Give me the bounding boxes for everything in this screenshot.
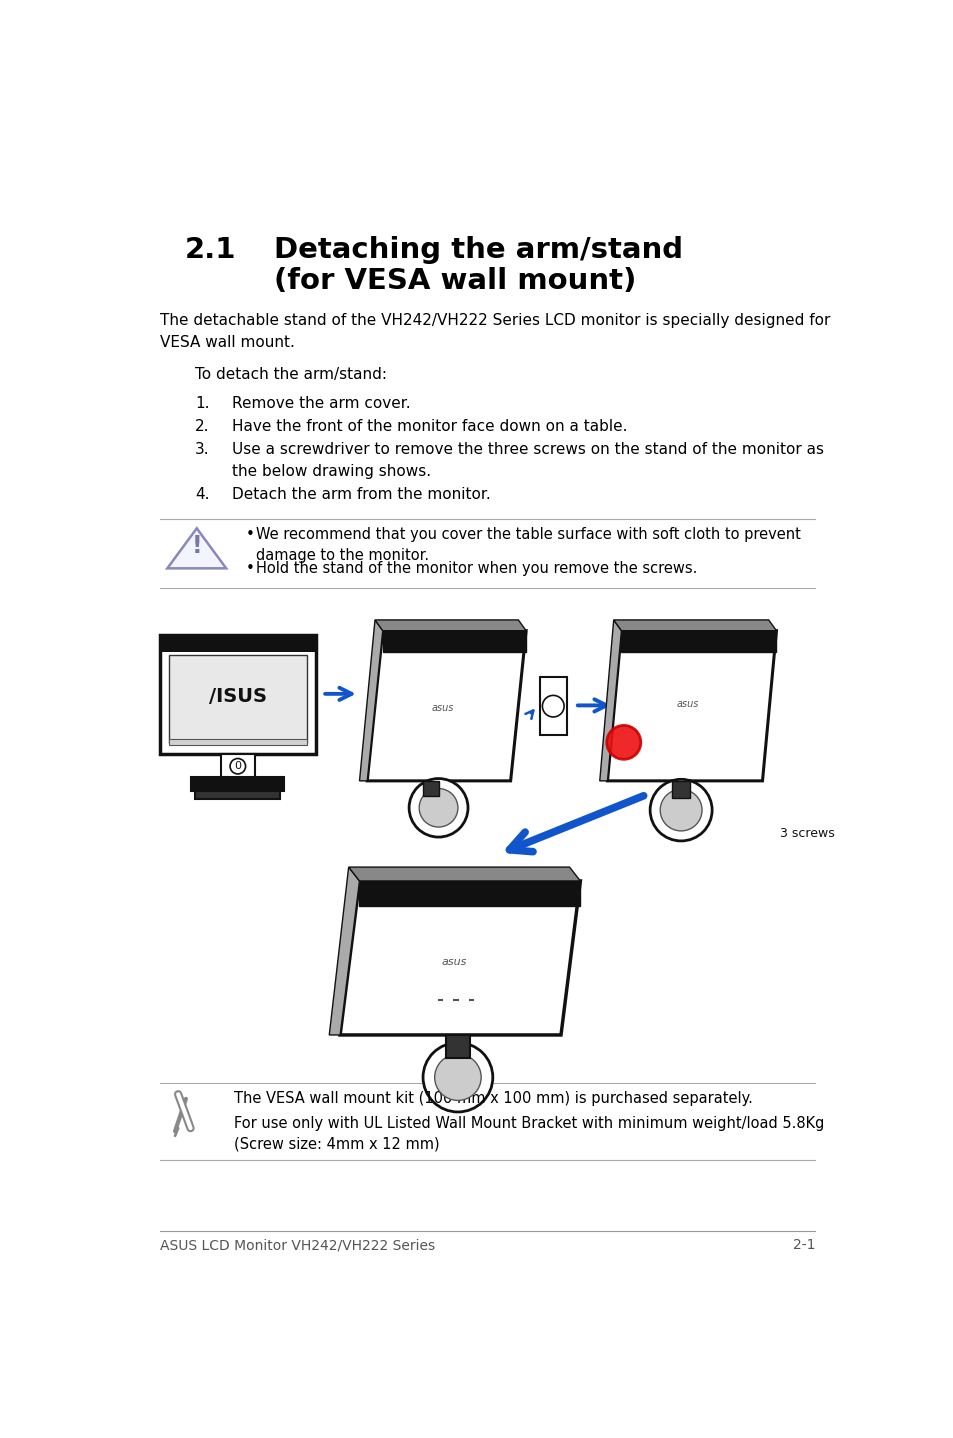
- Polygon shape: [382, 631, 525, 653]
- Text: 2-1: 2-1: [792, 1238, 815, 1252]
- Text: Detaching the arm/stand: Detaching the arm/stand: [274, 236, 682, 263]
- Text: We recommend that you cover the table surface with soft cloth to prevent
damage : We recommend that you cover the table su…: [255, 526, 800, 564]
- Polygon shape: [620, 631, 776, 653]
- Text: asus: asus: [677, 699, 699, 709]
- Polygon shape: [599, 620, 620, 781]
- Text: Remove the arm cover.: Remove the arm cover.: [232, 395, 410, 411]
- Text: 3.: 3.: [195, 441, 210, 457]
- Text: !: !: [192, 535, 202, 558]
- FancyBboxPatch shape: [169, 654, 307, 743]
- Circle shape: [418, 788, 457, 827]
- Polygon shape: [375, 620, 525, 631]
- Circle shape: [409, 778, 468, 837]
- Text: •: •: [245, 526, 254, 542]
- Text: Detach the arm from the monitor.: Detach the arm from the monitor.: [232, 486, 490, 502]
- Text: /ISUS: /ISUS: [209, 687, 267, 706]
- Polygon shape: [367, 631, 525, 781]
- Polygon shape: [607, 631, 776, 781]
- Text: 3 screws: 3 screws: [780, 827, 834, 840]
- Polygon shape: [340, 881, 579, 1035]
- Polygon shape: [359, 881, 579, 906]
- FancyBboxPatch shape: [192, 777, 284, 791]
- Text: (for VESA wall mount): (for VESA wall mount): [274, 266, 636, 295]
- Text: asus: asus: [441, 956, 466, 966]
- Circle shape: [230, 758, 245, 774]
- Text: The VESA wall mount kit (100 mm x 100 mm) is purchased separately.: The VESA wall mount kit (100 mm x 100 mm…: [233, 1091, 752, 1106]
- Text: asus: asus: [431, 703, 453, 713]
- Polygon shape: [329, 867, 359, 1035]
- Text: Use a screwdriver to remove the three screws on the stand of the monitor as
the : Use a screwdriver to remove the three sc…: [232, 441, 822, 479]
- Text: To detach the arm/stand:: To detach the arm/stand:: [195, 367, 387, 381]
- FancyBboxPatch shape: [422, 781, 438, 797]
- Polygon shape: [167, 528, 226, 568]
- Circle shape: [422, 1043, 493, 1112]
- Text: The detachable stand of the VH242/VH222 Series LCD monitor is specially designed: The detachable stand of the VH242/VH222 …: [159, 312, 829, 349]
- Polygon shape: [613, 620, 776, 631]
- Circle shape: [435, 1054, 480, 1100]
- Polygon shape: [359, 620, 382, 781]
- FancyBboxPatch shape: [169, 739, 307, 745]
- FancyBboxPatch shape: [159, 634, 315, 651]
- Text: 1.: 1.: [195, 395, 210, 411]
- Text: 2.1: 2.1: [185, 236, 236, 263]
- Text: Have the front of the monitor face down on a table.: Have the front of the monitor face down …: [232, 418, 626, 434]
- Text: For use only with UL Listed Wall Mount Bracket with minimum weight/load 5.8Kg
(S: For use only with UL Listed Wall Mount B…: [233, 1116, 823, 1152]
- Text: 2.: 2.: [195, 418, 210, 434]
- Text: •: •: [245, 561, 254, 575]
- Text: Hold the stand of the monitor when you remove the screws.: Hold the stand of the monitor when you r…: [255, 561, 697, 575]
- FancyBboxPatch shape: [220, 754, 254, 778]
- Text: ASUS LCD Monitor VH242/VH222 Series: ASUS LCD Monitor VH242/VH222 Series: [159, 1238, 435, 1252]
- Circle shape: [659, 789, 701, 831]
- Circle shape: [649, 779, 711, 841]
- Polygon shape: [348, 867, 579, 881]
- FancyBboxPatch shape: [446, 1035, 469, 1058]
- Text: 4.: 4.: [195, 486, 210, 502]
- FancyBboxPatch shape: [671, 781, 690, 798]
- FancyBboxPatch shape: [539, 677, 567, 735]
- FancyBboxPatch shape: [195, 791, 280, 798]
- FancyBboxPatch shape: [159, 634, 315, 754]
- Circle shape: [606, 725, 640, 759]
- Text: 0: 0: [234, 761, 241, 771]
- Circle shape: [542, 696, 563, 718]
